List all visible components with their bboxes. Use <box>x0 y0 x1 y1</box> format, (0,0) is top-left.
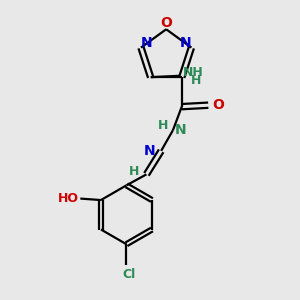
Text: H: H <box>158 119 169 132</box>
Text: N: N <box>144 144 155 158</box>
Text: H: H <box>129 165 139 178</box>
Text: HO: HO <box>58 192 79 205</box>
Text: O: O <box>213 98 225 112</box>
Text: N: N <box>141 36 153 50</box>
Text: O: O <box>160 16 172 30</box>
Text: N: N <box>180 36 191 50</box>
Text: NH: NH <box>183 66 204 79</box>
Text: Cl: Cl <box>123 268 136 281</box>
Text: H: H <box>191 74 202 87</box>
Text: N: N <box>175 123 186 137</box>
